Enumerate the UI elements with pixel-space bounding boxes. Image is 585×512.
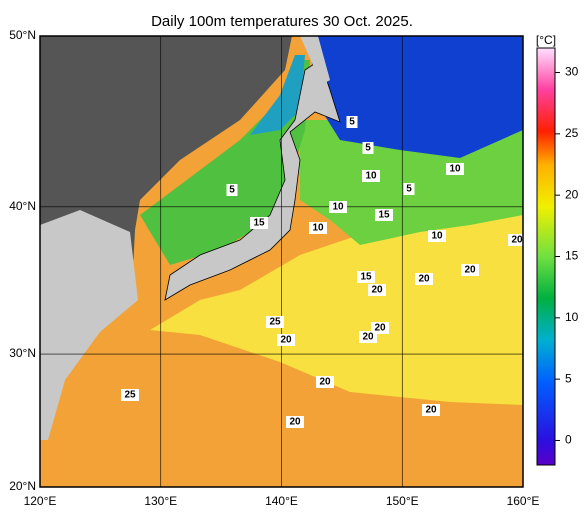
colorbar-unit: [°C] [536, 33, 556, 47]
contour-label-box [359, 331, 377, 343]
contour-label-box [121, 389, 139, 401]
y-tick-label: 40°N [9, 199, 36, 213]
contour-label-box [357, 271, 375, 283]
y-tick-label: 30°N [9, 346, 36, 360]
contour-label-box [368, 284, 386, 296]
contour-label: 10 [449, 164, 461, 175]
contour-label: 15 [360, 272, 372, 283]
contour-label: 20 [418, 274, 430, 285]
colorbar-tick-label: 30 [565, 65, 579, 79]
sakhalin [300, 36, 330, 85]
contour-label-box [329, 201, 347, 213]
contour-label-box [508, 234, 523, 246]
colorbar-tick-label: 0 [565, 433, 572, 447]
contour-label: 10 [431, 231, 443, 242]
contour-label-box [415, 273, 433, 285]
contour-label-box [422, 404, 440, 416]
contour-label: 20 [425, 405, 437, 416]
contour-label-box [226, 184, 238, 196]
contour-label: 25 [269, 317, 281, 328]
map-title: Daily 100m temperatures 30 Oct. 2025. [151, 13, 413, 30]
x-tick-label: 160°E [507, 494, 540, 508]
contour-label-box [362, 142, 374, 154]
cool-water [250, 55, 305, 135]
contour-label: 10 [332, 202, 344, 213]
contour-label: 10 [365, 171, 377, 182]
colorbar-tick-label: 15 [565, 249, 579, 263]
colorbar-tick-label: 10 [565, 310, 579, 324]
contour-label-box [461, 264, 479, 276]
contour-label-box [428, 230, 446, 242]
contour-label-box [277, 334, 295, 346]
x-tick-label: 130°E [144, 494, 177, 508]
contour-label: 20 [511, 235, 523, 246]
japan [164, 59, 341, 301]
contour-label: 5 [365, 143, 371, 154]
cold-water [310, 36, 523, 158]
x-tick-label: 120°E [24, 494, 57, 508]
y-tick-label: 20°N [9, 479, 36, 493]
colorbar-tick-label: 5 [565, 371, 572, 385]
contour-label-box [286, 416, 304, 428]
x-tick-label: 140°E [265, 494, 298, 508]
contour-label: 20 [319, 377, 331, 388]
contour-label: 10 [312, 223, 324, 234]
contour-label: 5 [406, 184, 412, 195]
contour-label-box [266, 316, 284, 328]
contour-label-box [362, 170, 380, 182]
y-tick-label: 50°N [9, 28, 36, 42]
colorbar-tick-label: 20 [565, 187, 579, 201]
contour-label: 15 [378, 210, 390, 221]
contour-label-box [375, 209, 393, 221]
contour-label: 5 [349, 117, 355, 128]
map-frame [39, 35, 524, 488]
contour-label: 25 [124, 390, 136, 401]
contour-label: 20 [371, 285, 383, 296]
japan-sea [140, 60, 310, 265]
contour-label-box [316, 376, 334, 388]
x-tick-label: 150°E [386, 494, 419, 508]
contour-label: 20 [289, 417, 301, 428]
contour-label: 20 [362, 332, 374, 343]
grid [40, 36, 523, 487]
land [40, 36, 292, 440]
contour-label: 20 [464, 265, 476, 276]
contour-label: 5 [229, 185, 235, 196]
contour-label-box [403, 183, 415, 195]
colorbar-tick-label: 25 [565, 126, 579, 140]
contour-label-box [446, 163, 464, 175]
contour-label: 15 [253, 218, 265, 229]
contour-label-box [250, 217, 268, 229]
contour-label: 20 [280, 335, 292, 346]
contour-label-box [309, 222, 327, 234]
contour-label: 20 [374, 323, 386, 334]
shelf [40, 210, 138, 440]
mid-water [150, 212, 523, 405]
contour-label-box [346, 116, 358, 128]
colorbar [536, 47, 556, 466]
